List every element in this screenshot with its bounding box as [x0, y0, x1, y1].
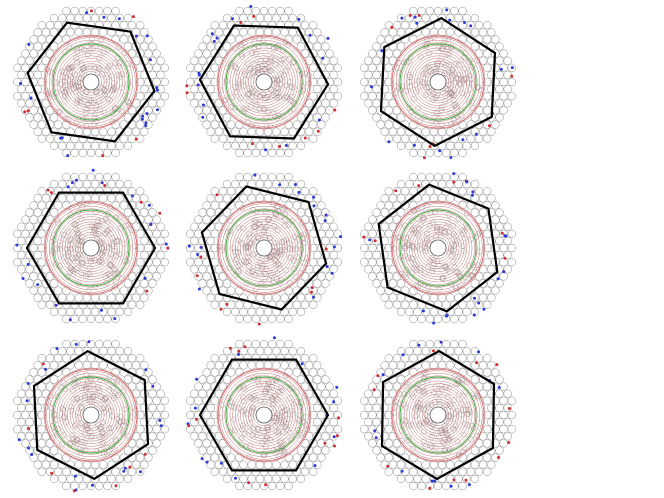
hexagon-outline	[200, 185, 328, 311]
panel-7	[13, 339, 169, 493]
inner-rings	[390, 367, 486, 463]
inner-rings	[389, 200, 486, 296]
green-ring	[52, 43, 130, 121]
boundary-markers	[19, 9, 159, 158]
red-ring	[44, 368, 138, 462]
panel-3	[360, 6, 516, 160]
boundary-markers	[362, 172, 508, 325]
boundary-markers	[187, 173, 343, 326]
green-ring	[225, 43, 303, 121]
hexagon-outline	[198, 24, 330, 140]
hexagon-outline	[198, 358, 330, 472]
panel-6	[360, 172, 516, 325]
inner-rings	[216, 34, 312, 130]
panel-2	[185, 5, 342, 158]
hexagon-outline	[32, 349, 150, 481]
center-hole	[82, 73, 100, 91]
green-ring	[52, 209, 130, 287]
inner-rings	[43, 34, 139, 130]
green-ring	[399, 376, 477, 454]
center-hole	[255, 406, 273, 424]
center-hole	[82, 239, 100, 257]
center-hole	[82, 406, 100, 424]
green-ring	[399, 209, 477, 287]
red-ring	[391, 368, 485, 462]
center-hole	[429, 406, 447, 424]
red-ring	[44, 35, 138, 129]
green-ring	[52, 376, 130, 454]
panel-1	[13, 6, 169, 158]
cell-lattice	[13, 172, 169, 324]
inner-rings	[43, 200, 139, 296]
red-ring	[217, 201, 311, 295]
red-ring	[391, 201, 485, 295]
green-ring	[225, 209, 303, 287]
hexagon-outline	[377, 183, 499, 313]
boundary-markers	[372, 340, 511, 490]
boundary-markers	[17, 340, 163, 493]
hexagon-outline	[379, 16, 497, 148]
hexagon-outline	[25, 191, 157, 305]
boundary-markers	[15, 168, 170, 322]
inner-rings	[42, 367, 139, 463]
center-hole	[429, 239, 447, 257]
center-hole	[255, 239, 273, 257]
inner-rings	[390, 34, 486, 130]
cell-lattice	[186, 339, 342, 491]
red-ring	[391, 35, 485, 129]
panel-8	[186, 336, 342, 491]
red-ring	[217, 368, 311, 462]
inner-rings	[216, 200, 312, 296]
green-ring	[399, 43, 477, 121]
hexagon-outline	[380, 349, 496, 481]
panel-4	[13, 168, 170, 324]
cell-lattice	[360, 6, 516, 158]
red-ring	[44, 201, 138, 295]
center-hole	[255, 73, 273, 91]
center-hole	[429, 73, 447, 91]
green-ring	[225, 376, 303, 454]
cell-lattice	[360, 172, 516, 324]
hexagon-outline	[26, 21, 156, 143]
boundary-markers	[185, 5, 337, 152]
panel-5	[186, 172, 343, 326]
boundary-markers	[186, 336, 340, 487]
panel-9	[360, 339, 516, 491]
red-ring	[217, 35, 311, 129]
